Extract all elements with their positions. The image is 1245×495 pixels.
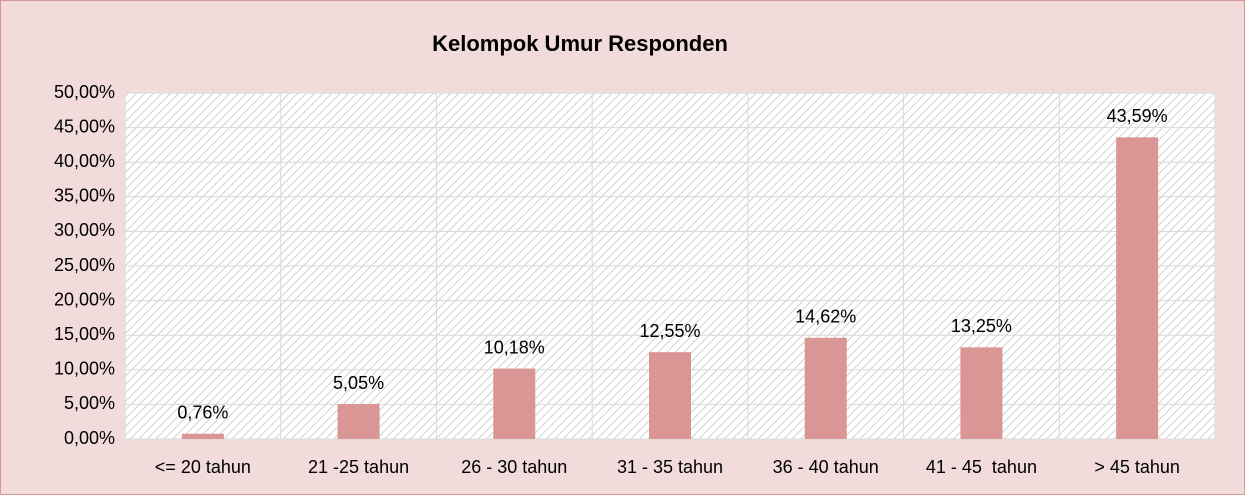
x-tick-label: 36 - 40 tahun [773,457,879,477]
data-label: 12,55% [639,321,700,341]
x-tick-label: 26 - 30 tahun [461,457,567,477]
bar [804,337,847,439]
bar [960,347,1003,439]
y-tick-label: 35,00% [54,186,115,206]
x-tick-label: 31 - 35 tahun [617,457,723,477]
data-label: 43,59% [1107,106,1168,126]
data-label: 0,76% [177,402,228,422]
y-tick-label: 5,00% [64,393,115,413]
x-tick-label: > 45 tahun [1094,457,1180,477]
y-tick-label: 30,00% [54,220,115,240]
y-tick-label: 25,00% [54,255,115,275]
data-label: 5,05% [333,373,384,393]
bar [649,352,691,439]
y-tick-label: 10,00% [54,359,115,379]
y-tick-label: 20,00% [54,289,115,309]
bar [337,404,380,439]
x-tick-label: 21 -25 tahun [308,457,409,477]
x-tick-label: <= 20 tahun [155,457,251,477]
y-tick-label: 40,00% [54,151,115,171]
data-label: 10,18% [484,337,545,357]
bar [181,433,224,439]
data-label: 13,25% [951,316,1012,336]
y-tick-label: 50,00% [54,82,115,102]
chart-title: Kelompok Umur Responden [432,31,728,56]
data-label: 14,62% [795,307,856,327]
y-tick-label: 15,00% [54,324,115,344]
y-tick-label: 45,00% [54,116,115,136]
y-tick-label: 0,00% [64,428,115,448]
bar [1116,137,1159,440]
x-tick-label: 41 - 45 tahun [926,457,1037,477]
bar [493,368,536,439]
